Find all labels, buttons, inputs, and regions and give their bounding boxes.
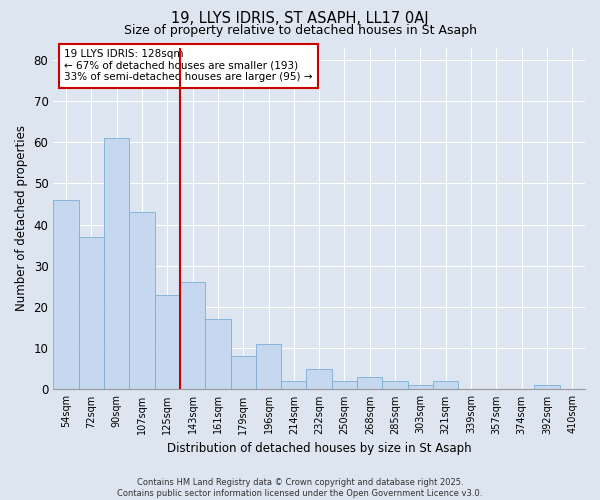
- Bar: [104, 138, 129, 390]
- Bar: [79, 237, 104, 390]
- Bar: [180, 282, 205, 390]
- Bar: [256, 344, 281, 390]
- X-axis label: Distribution of detached houses by size in St Asaph: Distribution of detached houses by size …: [167, 442, 472, 455]
- Bar: [357, 377, 382, 390]
- Bar: [307, 369, 332, 390]
- Bar: [155, 294, 180, 390]
- Bar: [53, 200, 79, 390]
- Bar: [205, 320, 230, 390]
- Bar: [382, 381, 408, 390]
- Bar: [433, 381, 458, 390]
- Bar: [230, 356, 256, 390]
- Text: Contains HM Land Registry data © Crown copyright and database right 2025.
Contai: Contains HM Land Registry data © Crown c…: [118, 478, 482, 498]
- Text: Size of property relative to detached houses in St Asaph: Size of property relative to detached ho…: [124, 24, 476, 37]
- Bar: [535, 386, 560, 390]
- Text: 19 LLYS IDRIS: 128sqm
← 67% of detached houses are smaller (193)
33% of semi-det: 19 LLYS IDRIS: 128sqm ← 67% of detached …: [64, 49, 313, 82]
- Bar: [281, 381, 307, 390]
- Bar: [129, 212, 155, 390]
- Bar: [408, 386, 433, 390]
- Text: 19, LLYS IDRIS, ST ASAPH, LL17 0AJ: 19, LLYS IDRIS, ST ASAPH, LL17 0AJ: [171, 11, 429, 26]
- Y-axis label: Number of detached properties: Number of detached properties: [15, 126, 28, 312]
- Bar: [332, 381, 357, 390]
